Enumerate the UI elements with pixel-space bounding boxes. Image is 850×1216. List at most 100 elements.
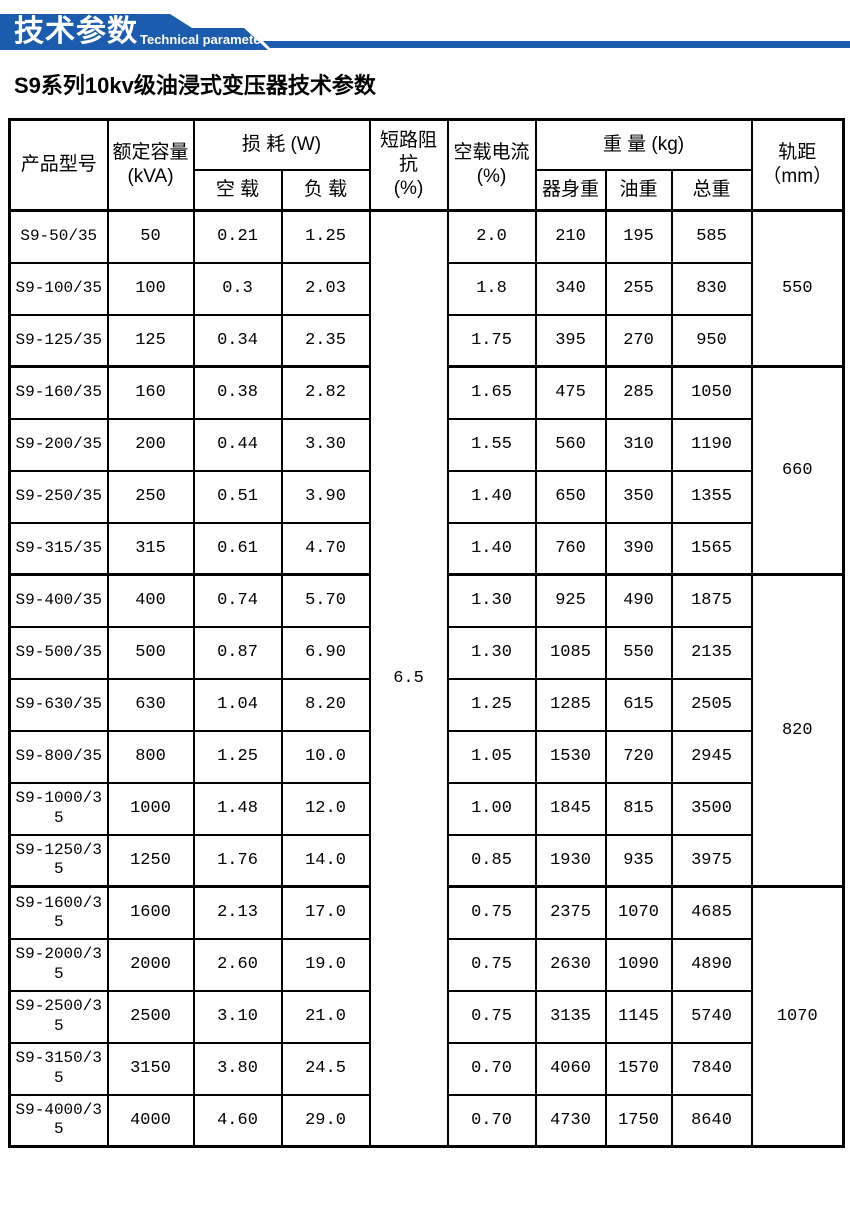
spec-table-container: 产品型号 额定容量 (kVA) 损 耗 (W) 短路阻 抗 (%) 空载电流 (… xyxy=(8,118,845,1148)
body-weight-cell: 1530 xyxy=(534,729,607,784)
capacity-cell: 1250 xyxy=(106,833,195,888)
oil-weight-cell: 390 xyxy=(604,521,673,576)
capacity-cell: 3150 xyxy=(106,1041,195,1096)
capacity-cell: 1000 xyxy=(106,781,195,836)
impedance-cell: 6.5 xyxy=(368,209,449,1148)
no-load-current-cell: 1.55 xyxy=(446,417,537,472)
header-no-load-loss: 空 载 xyxy=(192,168,283,212)
model-cell: S9-250/35 xyxy=(8,469,109,524)
model-cell: S9-2000/35 xyxy=(8,937,109,992)
table-row: S9-1250/35 1250 1.76 14.0 0.85 1930 935 3975 xyxy=(8,833,844,888)
header-loss-group: 损 耗 (W) xyxy=(192,118,371,171)
body-weight-cell: 4060 xyxy=(534,1041,607,1096)
body-weight-cell: 1085 xyxy=(534,625,607,680)
table-row: S9-2000/35 2000 2.60 19.0 0.75 2630 1090 4890 xyxy=(8,937,844,992)
no-load-loss-cell: 4.60 xyxy=(192,1093,283,1148)
load-loss-cell: 10.0 xyxy=(280,729,371,784)
model-cell: S9-200/35 xyxy=(8,417,109,472)
oil-weight-cell: 490 xyxy=(604,573,673,628)
load-loss-cell: 19.0 xyxy=(280,937,371,992)
no-load-loss-cell: 0.74 xyxy=(192,573,283,628)
model-cell: S9-2500/35 xyxy=(8,989,109,1044)
model-cell: S9-315/35 xyxy=(8,521,109,576)
table-body: S9-50/35 50 0.21 1.25 6.5 2.0 210 195 585 550 S9-1… xyxy=(8,209,845,1148)
gauge-cell: 1070 xyxy=(750,885,845,1148)
header-total-weight: 总重 xyxy=(670,168,753,212)
banner-subtitle: Technical parameter xyxy=(140,32,266,47)
body-weight-cell: 1845 xyxy=(534,781,607,836)
header-no-load-current: 空载电流 (%) xyxy=(446,118,537,212)
no-load-current-cell: 1.25 xyxy=(446,677,537,732)
total-weight-cell: 4890 xyxy=(670,937,753,992)
oil-weight-cell: 1090 xyxy=(604,937,673,992)
body-weight-cell: 1285 xyxy=(534,677,607,732)
total-weight-cell: 4685 xyxy=(670,885,753,940)
body-weight-cell: 4730 xyxy=(534,1093,607,1148)
total-weight-cell: 1565 xyxy=(670,521,753,576)
table-row: S9-4000/35 4000 4.60 29.0 0.70 4730 1750 8640 xyxy=(8,1093,844,1148)
table-row: S9-630/35 630 1.04 8.20 1.25 1285 615 2505 xyxy=(8,677,844,732)
load-loss-cell: 21.0 xyxy=(280,989,371,1044)
model-cell: S9-1250/35 xyxy=(8,833,109,888)
model-cell: S9-800/35 xyxy=(8,729,109,784)
table-row: S9-200/35 200 0.44 3.30 1.55 560 310 1190 xyxy=(8,417,844,472)
table-row: S9-500/35 500 0.87 6.90 1.30 1085 550 2135 xyxy=(8,625,844,680)
no-load-loss-cell: 0.87 xyxy=(192,625,283,680)
load-loss-cell: 12.0 xyxy=(280,781,371,836)
no-load-current-cell: 1.30 xyxy=(446,625,537,680)
header-weight-group: 重 量 (kg) xyxy=(534,118,753,171)
no-load-current-cell: 1.8 xyxy=(446,261,537,316)
model-cell: S9-1000/35 xyxy=(8,781,109,836)
body-weight-cell: 650 xyxy=(534,469,607,524)
capacity-cell: 400 xyxy=(106,573,195,628)
table-row: S9-100/35 100 0.3 2.03 1.8 340 255 830 xyxy=(8,261,844,316)
model-cell: S9-630/35 xyxy=(8,677,109,732)
no-load-loss-cell: 0.61 xyxy=(192,521,283,576)
no-load-current-cell: 1.75 xyxy=(446,313,537,368)
total-weight-cell: 8640 xyxy=(670,1093,753,1148)
model-cell: S9-500/35 xyxy=(8,625,109,680)
load-loss-cell: 1.25 xyxy=(280,209,371,264)
body-weight-cell: 925 xyxy=(534,573,607,628)
oil-weight-cell: 1570 xyxy=(604,1041,673,1096)
oil-weight-cell: 350 xyxy=(604,469,673,524)
oil-weight-cell: 550 xyxy=(604,625,673,680)
body-weight-cell: 340 xyxy=(534,261,607,316)
oil-weight-cell: 310 xyxy=(604,417,673,472)
header-product-model: 产品型号 xyxy=(8,118,109,212)
capacity-cell: 125 xyxy=(106,313,195,368)
total-weight-cell: 7840 xyxy=(670,1041,753,1096)
no-load-loss-cell: 1.04 xyxy=(192,677,283,732)
model-cell: S9-1600/35 xyxy=(8,885,109,940)
body-weight-cell: 210 xyxy=(534,209,607,264)
model-cell: S9-4000/35 xyxy=(8,1093,109,1148)
oil-weight-cell: 285 xyxy=(604,365,673,420)
oil-weight-cell: 1145 xyxy=(604,989,673,1044)
no-load-loss-cell: 0.51 xyxy=(192,469,283,524)
capacity-cell: 200 xyxy=(106,417,195,472)
load-loss-cell: 14.0 xyxy=(280,833,371,888)
header-rated-capacity: 额定容量 (kVA) xyxy=(106,118,195,212)
total-weight-cell: 950 xyxy=(670,313,753,368)
capacity-cell: 2000 xyxy=(106,937,195,992)
total-weight-cell: 585 xyxy=(670,209,753,264)
load-loss-cell: 6.90 xyxy=(280,625,371,680)
table-row: S9-1000/35 1000 1.48 12.0 1.00 1845 815 3500 xyxy=(8,781,844,836)
no-load-loss-cell: 3.10 xyxy=(192,989,283,1044)
no-load-current-cell: 0.75 xyxy=(446,885,537,940)
load-loss-cell: 2.82 xyxy=(280,365,371,420)
load-loss-cell: 4.70 xyxy=(280,521,371,576)
capacity-cell: 500 xyxy=(106,625,195,680)
no-load-loss-cell: 0.44 xyxy=(192,417,283,472)
load-loss-cell: 17.0 xyxy=(280,885,371,940)
capacity-cell: 315 xyxy=(106,521,195,576)
body-weight-cell: 560 xyxy=(534,417,607,472)
gauge-cell: 550 xyxy=(750,209,845,368)
total-weight-cell: 1190 xyxy=(670,417,753,472)
capacity-cell: 2500 xyxy=(106,989,195,1044)
table-row: S9-800/35 800 1.25 10.0 1.05 1530 720 2945 xyxy=(8,729,844,784)
body-weight-cell: 3135 xyxy=(534,989,607,1044)
total-weight-cell: 2945 xyxy=(670,729,753,784)
gauge-cell: 660 xyxy=(750,365,845,576)
no-load-loss-cell: 1.25 xyxy=(192,729,283,784)
